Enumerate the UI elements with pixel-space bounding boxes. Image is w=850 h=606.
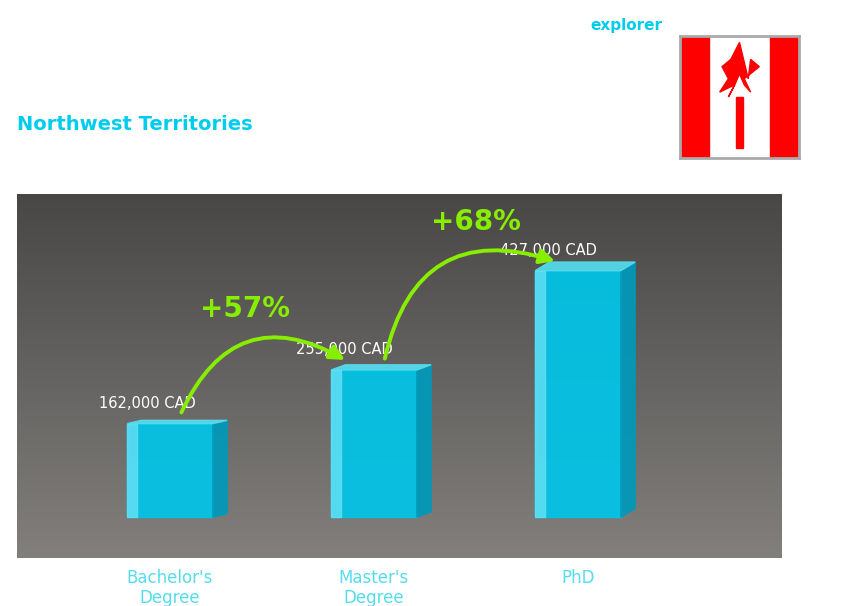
Polygon shape [536,262,635,271]
Bar [770,36,799,158]
Text: 255,000 CAD: 255,000 CAD [297,342,394,358]
Text: 427,000 CAD: 427,000 CAD [501,243,598,258]
Polygon shape [416,365,431,517]
Text: Rehabilitation Director: Rehabilitation Director [17,73,236,92]
Text: +68%: +68% [431,208,521,236]
Bar [680,36,709,158]
Polygon shape [620,262,635,517]
Polygon shape [128,421,227,424]
Text: +57%: +57% [201,295,291,324]
Polygon shape [536,271,620,517]
Polygon shape [332,370,342,517]
Text: .com: .com [661,18,702,33]
Polygon shape [332,365,431,370]
Text: explorer: explorer [591,18,663,33]
Text: Northwest Territories: Northwest Territories [17,115,252,134]
Text: Average Yearly Salary: Average Yearly Salary [824,315,834,436]
Text: Salary Comparison By Education: Salary Comparison By Education [17,18,550,46]
Polygon shape [736,97,743,148]
Text: 162,000 CAD: 162,000 CAD [99,396,196,411]
Polygon shape [720,42,759,97]
Polygon shape [128,424,138,517]
Polygon shape [128,424,212,517]
Polygon shape [536,271,546,517]
Polygon shape [332,370,416,517]
Text: salary: salary [527,18,580,33]
Polygon shape [212,421,227,517]
